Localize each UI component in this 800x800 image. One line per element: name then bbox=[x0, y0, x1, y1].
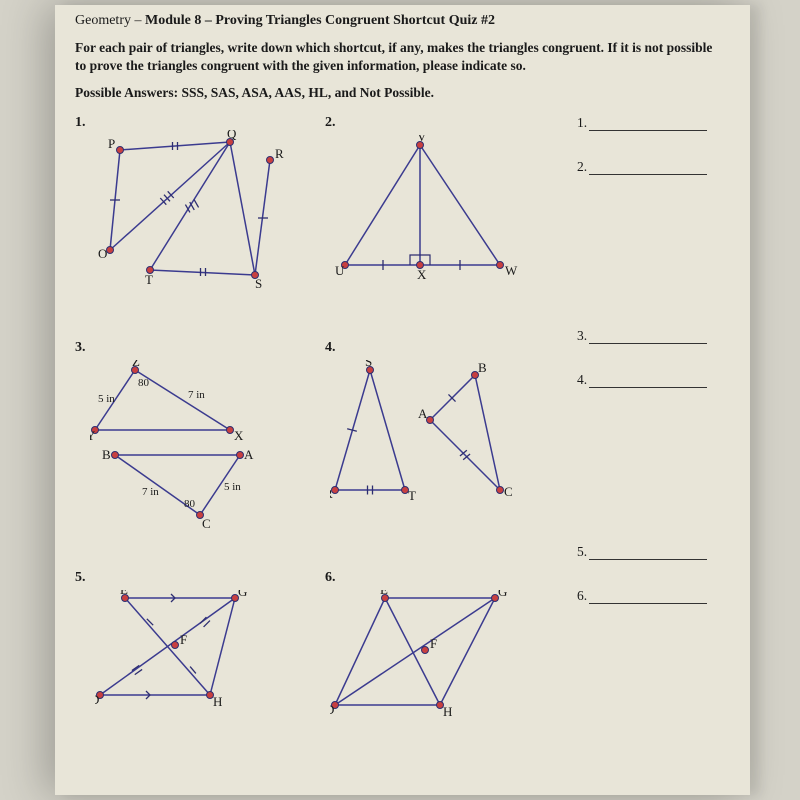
q4-label: 4. bbox=[325, 340, 336, 356]
answer-column: 1. 2. 3. 4. 5. 6. bbox=[577, 115, 722, 632]
svg-text:O: O bbox=[98, 246, 107, 261]
instructions: For each pair of triangles, write down w… bbox=[75, 39, 722, 75]
svg-text:G: G bbox=[238, 590, 247, 599]
module-label: Module 8 – Proving Triangles Congruent S… bbox=[145, 13, 495, 28]
q2-label: 2. bbox=[325, 115, 336, 131]
svg-text:F: F bbox=[180, 632, 187, 647]
blank-2[interactable] bbox=[589, 174, 707, 175]
svg-text:B: B bbox=[478, 360, 487, 375]
answer-5: 5. bbox=[577, 544, 722, 560]
svg-text:D: D bbox=[95, 692, 99, 707]
answer-1: 1. bbox=[577, 115, 722, 131]
figure-4: S R T B A C bbox=[330, 360, 530, 510]
figure-2: V U X W bbox=[335, 135, 520, 285]
svg-text:F: F bbox=[430, 636, 437, 651]
answer-2: 2. bbox=[577, 159, 722, 175]
svg-text:W: W bbox=[505, 263, 518, 278]
svg-text:D: D bbox=[330, 702, 334, 717]
possible-answers: Possible Answers: SSS, SAS, ASA, AAS, HL… bbox=[75, 85, 722, 101]
figure-1: O P Q T S R bbox=[95, 130, 295, 295]
svg-text:Q: Q bbox=[227, 130, 237, 141]
answer-3: 3. bbox=[577, 328, 722, 344]
answer-4: 4. bbox=[577, 372, 722, 388]
svg-text:H: H bbox=[443, 704, 452, 719]
q3-label: 3. bbox=[75, 340, 86, 356]
blank-4[interactable] bbox=[589, 387, 707, 388]
svg-text:H: H bbox=[213, 694, 222, 709]
q6-label: 6. bbox=[325, 570, 336, 586]
header: Geometry – Module 8 – Proving Triangles … bbox=[75, 13, 722, 29]
svg-text:S: S bbox=[365, 360, 372, 369]
blank-3[interactable] bbox=[589, 343, 707, 344]
svg-text:R: R bbox=[330, 486, 333, 501]
subject-label: Geometry – bbox=[75, 13, 145, 28]
svg-text:V: V bbox=[417, 135, 427, 144]
svg-text:5 in: 5 in bbox=[224, 481, 241, 493]
svg-text:G: G bbox=[498, 590, 507, 599]
svg-text:A: A bbox=[418, 406, 428, 421]
svg-text:T: T bbox=[145, 272, 153, 287]
blank-5[interactable] bbox=[589, 559, 707, 560]
svg-text:B: B bbox=[102, 447, 111, 462]
q1-label: 1. bbox=[75, 115, 86, 131]
svg-text:5 in: 5 in bbox=[98, 393, 115, 405]
svg-text:S: S bbox=[255, 276, 262, 291]
svg-text:80: 80 bbox=[138, 377, 150, 389]
svg-text:A: A bbox=[244, 447, 254, 462]
svg-text:C: C bbox=[202, 516, 211, 531]
blank-1[interactable] bbox=[589, 130, 707, 131]
svg-text:R: R bbox=[275, 146, 284, 161]
svg-text:Z: Z bbox=[132, 360, 140, 369]
svg-text:7 in: 7 in bbox=[188, 389, 205, 401]
svg-text:X: X bbox=[417, 267, 427, 282]
svg-text:X: X bbox=[234, 428, 244, 443]
svg-text:E: E bbox=[120, 590, 128, 597]
figure-3: Z Y X 80 5 in 7 in B A C 80 5 in 7 in bbox=[90, 360, 290, 535]
svg-text:Y: Y bbox=[90, 428, 96, 443]
svg-text:80: 80 bbox=[184, 498, 196, 510]
figure-6: E G F D H bbox=[330, 590, 520, 725]
svg-text:C: C bbox=[504, 484, 513, 499]
q5-label: 5. bbox=[75, 570, 86, 586]
answer-6: 6. bbox=[577, 588, 722, 604]
svg-text:P: P bbox=[108, 136, 115, 151]
blank-6[interactable] bbox=[589, 603, 707, 604]
content-area: 1. 2. O P Q T S R V U X W 3. 4. Z Y X 80 5 in 7 in B A C… bbox=[75, 115, 722, 755]
svg-text:T: T bbox=[408, 488, 416, 503]
figure-5: E G F D H bbox=[95, 590, 265, 715]
svg-text:U: U bbox=[335, 263, 345, 278]
svg-text:7 in: 7 in bbox=[142, 486, 159, 498]
svg-text:E: E bbox=[380, 590, 388, 597]
